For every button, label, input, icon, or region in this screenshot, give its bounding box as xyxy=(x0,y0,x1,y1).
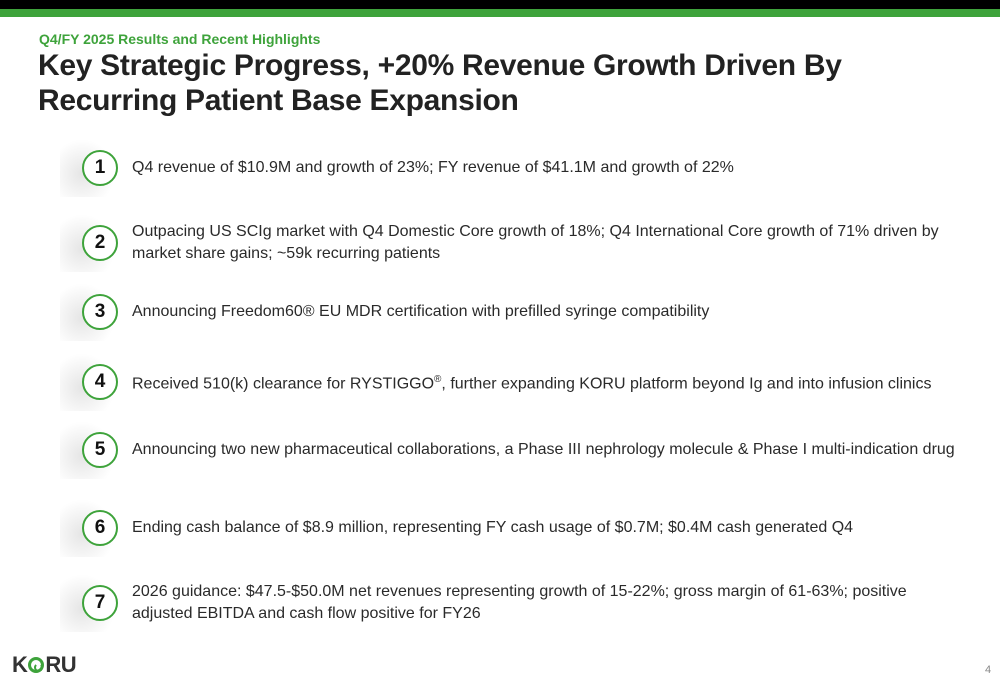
number-badge: 2 xyxy=(82,225,118,261)
item-text: 2026 guidance: $47.5-$50.0M net revenues… xyxy=(132,583,907,622)
item-text: Announcing two new pharmaceutical collab… xyxy=(132,441,955,458)
top-bar-green xyxy=(0,9,1000,17)
item-text: Received 510(k) clearance for RYSTIGGO®,… xyxy=(132,369,962,395)
registered-mark: ® xyxy=(434,373,442,385)
list-item: 6 Ending cash balance of $8.9 million, r… xyxy=(60,499,972,557)
list-item: 2 Outpacing US SCIg market with Q4 Domes… xyxy=(60,214,972,272)
koru-logo: K RU xyxy=(12,652,77,678)
list-item: 1 Q4 revenue of $10.9M and growth of 23%… xyxy=(60,139,972,197)
list-item: 5 Announcing two new pharmaceutical coll… xyxy=(60,421,972,479)
list-item: 4 Received 510(k) clearance for RYSTIGGO… xyxy=(60,353,972,411)
top-bar-black xyxy=(0,0,1000,9)
item-text: Ending cash balance of $8.9 million, rep… xyxy=(132,519,854,536)
number-badge: 4 xyxy=(82,364,118,400)
number-badge: 7 xyxy=(82,585,118,621)
item-text-part: , further expanding KORU platform beyond… xyxy=(441,375,932,393)
logo-swirl-icon xyxy=(28,657,45,673)
list-item: 3 Announcing Freedom60® EU MDR certifica… xyxy=(60,283,972,341)
logo-text-left: K xyxy=(12,652,28,677)
section-kicker: Q4/FY 2025 Results and Recent Highlights xyxy=(39,31,321,47)
number-badge: 5 xyxy=(82,432,118,468)
list-item: 7 2026 guidance: $47.5-$50.0M net revenu… xyxy=(60,574,972,632)
number-badge: 1 xyxy=(82,150,118,186)
item-text-part: Received 510(k) clearance for RYSTIGGO xyxy=(132,375,435,393)
number-badge: 3 xyxy=(82,294,118,330)
item-text: Announcing Freedom60® EU MDR certificati… xyxy=(132,303,710,320)
page-title: Key Strategic Progress, +20% Revenue Gro… xyxy=(38,49,842,117)
item-text: Q4 revenue of $10.9M and growth of 23%; … xyxy=(132,159,734,176)
page-number: 4 xyxy=(985,664,992,676)
number-badge: 6 xyxy=(82,510,118,546)
logo-text-right: RU xyxy=(45,652,77,677)
item-text: Outpacing US SCIg market with Q4 Domesti… xyxy=(132,223,939,262)
